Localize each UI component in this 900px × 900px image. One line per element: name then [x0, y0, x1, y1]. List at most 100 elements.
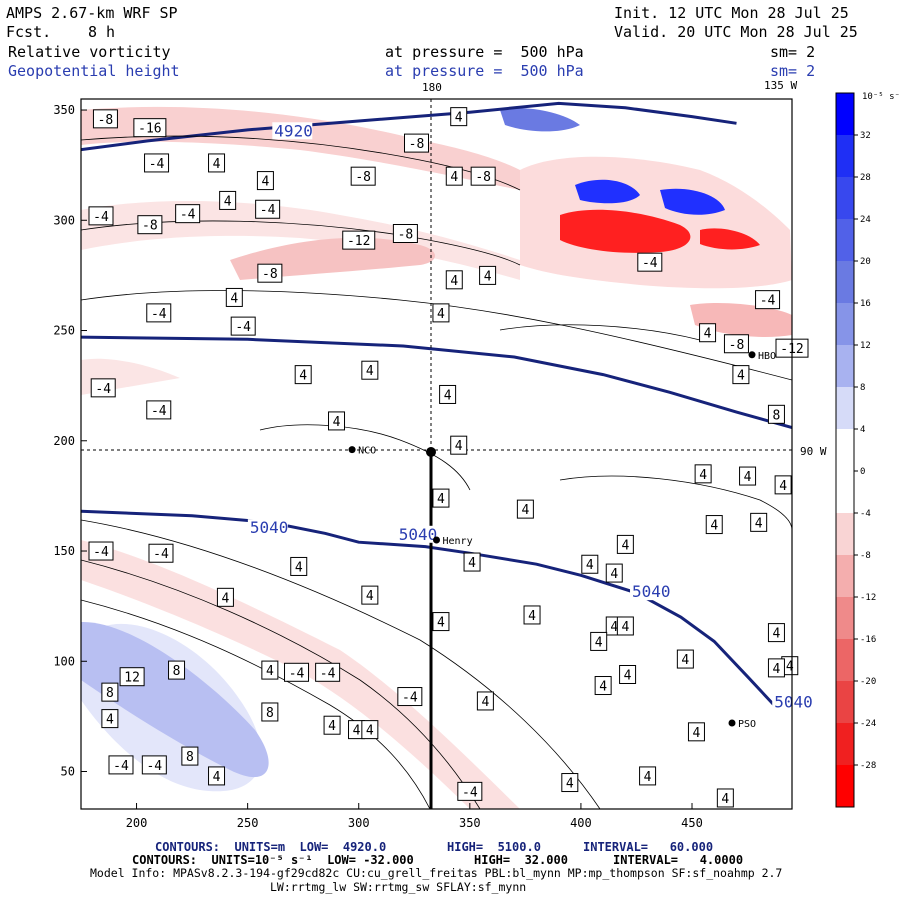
vorticity-label-box — [350, 166, 376, 186]
height-labels: 4920 5040 5040 5040 5040 — [247, 121, 813, 711]
vorticity-label: 4 — [266, 664, 274, 679]
colorbar-swatch — [836, 135, 854, 178]
vorticity-label: 4 — [586, 558, 594, 573]
vorticity-contour — [81, 599, 431, 809]
x-tick-label: 250 — [237, 816, 259, 830]
colorbar-swatch — [836, 513, 854, 556]
vorticity-label: 4 — [755, 516, 763, 531]
vorticity-contour — [259, 424, 471, 491]
station-dot — [728, 719, 736, 727]
x-tick-label: 300 — [348, 816, 370, 830]
vorticity-label-box — [141, 755, 167, 775]
colorbar-tick-label: 24 — [860, 215, 871, 225]
vorticity-label: -8 — [142, 219, 158, 234]
colorbar-swatch — [836, 429, 854, 472]
vorticity-labels: -8-16-444-4-8-44-4-8-84-12 -8-844 -84 44-4-… — [88, 107, 809, 808]
vorticity-label: -16 — [138, 122, 161, 137]
vorticity-label-box — [476, 691, 494, 711]
station-label: PSO — [738, 719, 756, 730]
vorticity-label-box — [687, 722, 705, 742]
colorbar-tick-label: -4 — [860, 509, 871, 519]
valid-time: Valid. 20 UTC Mon 28 Jul 25 — [614, 23, 858, 41]
vorticity-label-box — [755, 290, 781, 310]
vorticity-label-box — [108, 755, 134, 775]
vorticity-label: 4 — [437, 616, 445, 631]
colorbar-swatch — [836, 219, 854, 262]
y-tick-label: 50 — [61, 765, 75, 779]
x-axis-ticks: 200 250 300 350 400 450 — [126, 803, 703, 830]
field2-smoothing: sm= 2 — [770, 62, 816, 80]
vorticity-label: -4 — [93, 210, 109, 225]
field2-name: Geopotential height — [8, 62, 180, 80]
vorticity-label: -4 — [760, 294, 776, 309]
vorticity-label: 4 — [366, 364, 374, 379]
vorticity-label-box — [767, 658, 785, 678]
station-label: Henry — [443, 536, 473, 547]
colorbar-swatch — [836, 681, 854, 724]
vorticity-label-box — [101, 709, 119, 729]
vorticity-label-box — [479, 265, 497, 285]
height-label-bg — [396, 525, 437, 543]
vorticity-label-box — [605, 563, 623, 583]
vorticity-label-box — [208, 766, 226, 786]
vorticity-label: -4 — [95, 382, 111, 397]
vorticity-contour-lines — [81, 135, 792, 809]
vorticity-label-box — [463, 552, 481, 572]
vorticity-label-box — [208, 153, 226, 173]
vorticity-label-box — [261, 660, 279, 680]
vorticity-label: -4 — [260, 203, 276, 218]
x-tick-label: 450 — [681, 816, 703, 830]
vorticity-label: 4 — [366, 724, 374, 739]
vorticity-label: -8 — [355, 170, 371, 185]
vorticity-label-box — [146, 303, 172, 323]
colorbar-swatch — [836, 471, 854, 514]
colorbar-tick-label: 32 — [860, 131, 871, 141]
vorticity-label-box — [225, 287, 243, 307]
vorticity-label-box — [256, 171, 274, 191]
vorticity-label-box — [133, 118, 167, 138]
colorbar-frame — [835, 92, 855, 808]
lon-135w-label: 135 W — [764, 79, 798, 92]
vorticity-label-box — [216, 587, 234, 607]
vorticity-label: 8 — [773, 408, 781, 423]
field1-smoothing: sm= 2 — [770, 43, 816, 61]
vorticity-label: 4 — [437, 492, 445, 507]
vorticity-label: -8 — [729, 338, 745, 353]
height-label-bg — [247, 519, 288, 537]
vorticity-label-box — [639, 766, 657, 786]
x-tick-label: 350 — [459, 816, 481, 830]
vorticity-label: 4 — [773, 662, 781, 677]
vorticity-label-box — [361, 720, 379, 740]
vorticity-label-box — [450, 107, 468, 127]
vorticity-label: 4 — [744, 470, 752, 485]
vorticity-label-box — [328, 411, 346, 431]
vorticity-label-box — [445, 166, 463, 186]
vorticity-label: 8 — [106, 686, 114, 701]
vorticity-label-box — [219, 190, 237, 210]
station-dot — [433, 536, 440, 544]
vorticity-strong-negative-core — [560, 209, 691, 253]
vorticity-positive-core-north — [500, 108, 580, 132]
vorticity-label-box — [516, 499, 534, 519]
colorbar-tick-label: -20 — [860, 677, 876, 687]
vorticity-label-box — [676, 649, 694, 669]
vorticity-label: 4 — [366, 589, 374, 604]
colorbar-swatch — [836, 387, 854, 430]
colorbar-tick-label: 28 — [860, 173, 871, 183]
vorticity-label-box — [561, 773, 579, 793]
field2-level: at pressure = 500 hPa — [385, 62, 584, 80]
y-tick-label: 350 — [53, 103, 75, 117]
vorticity-label: -4 — [151, 307, 167, 322]
station-dot — [348, 446, 356, 454]
vorticity-label: 4 — [481, 695, 489, 710]
vorticity-negative-band-south — [81, 540, 520, 809]
height-label: 5040 — [774, 692, 813, 711]
vorticity-contour — [499, 324, 701, 341]
vorticity-label: 4 — [450, 274, 458, 289]
vorticity-strong-negative-core-2 — [700, 228, 760, 250]
x-tick-label: 200 — [126, 816, 148, 830]
y-tick-label: 200 — [53, 434, 75, 448]
vorticity-label: 4 — [595, 635, 603, 650]
colorbar-tick-label: -12 — [860, 593, 876, 603]
vorticity-label-box — [144, 153, 170, 173]
